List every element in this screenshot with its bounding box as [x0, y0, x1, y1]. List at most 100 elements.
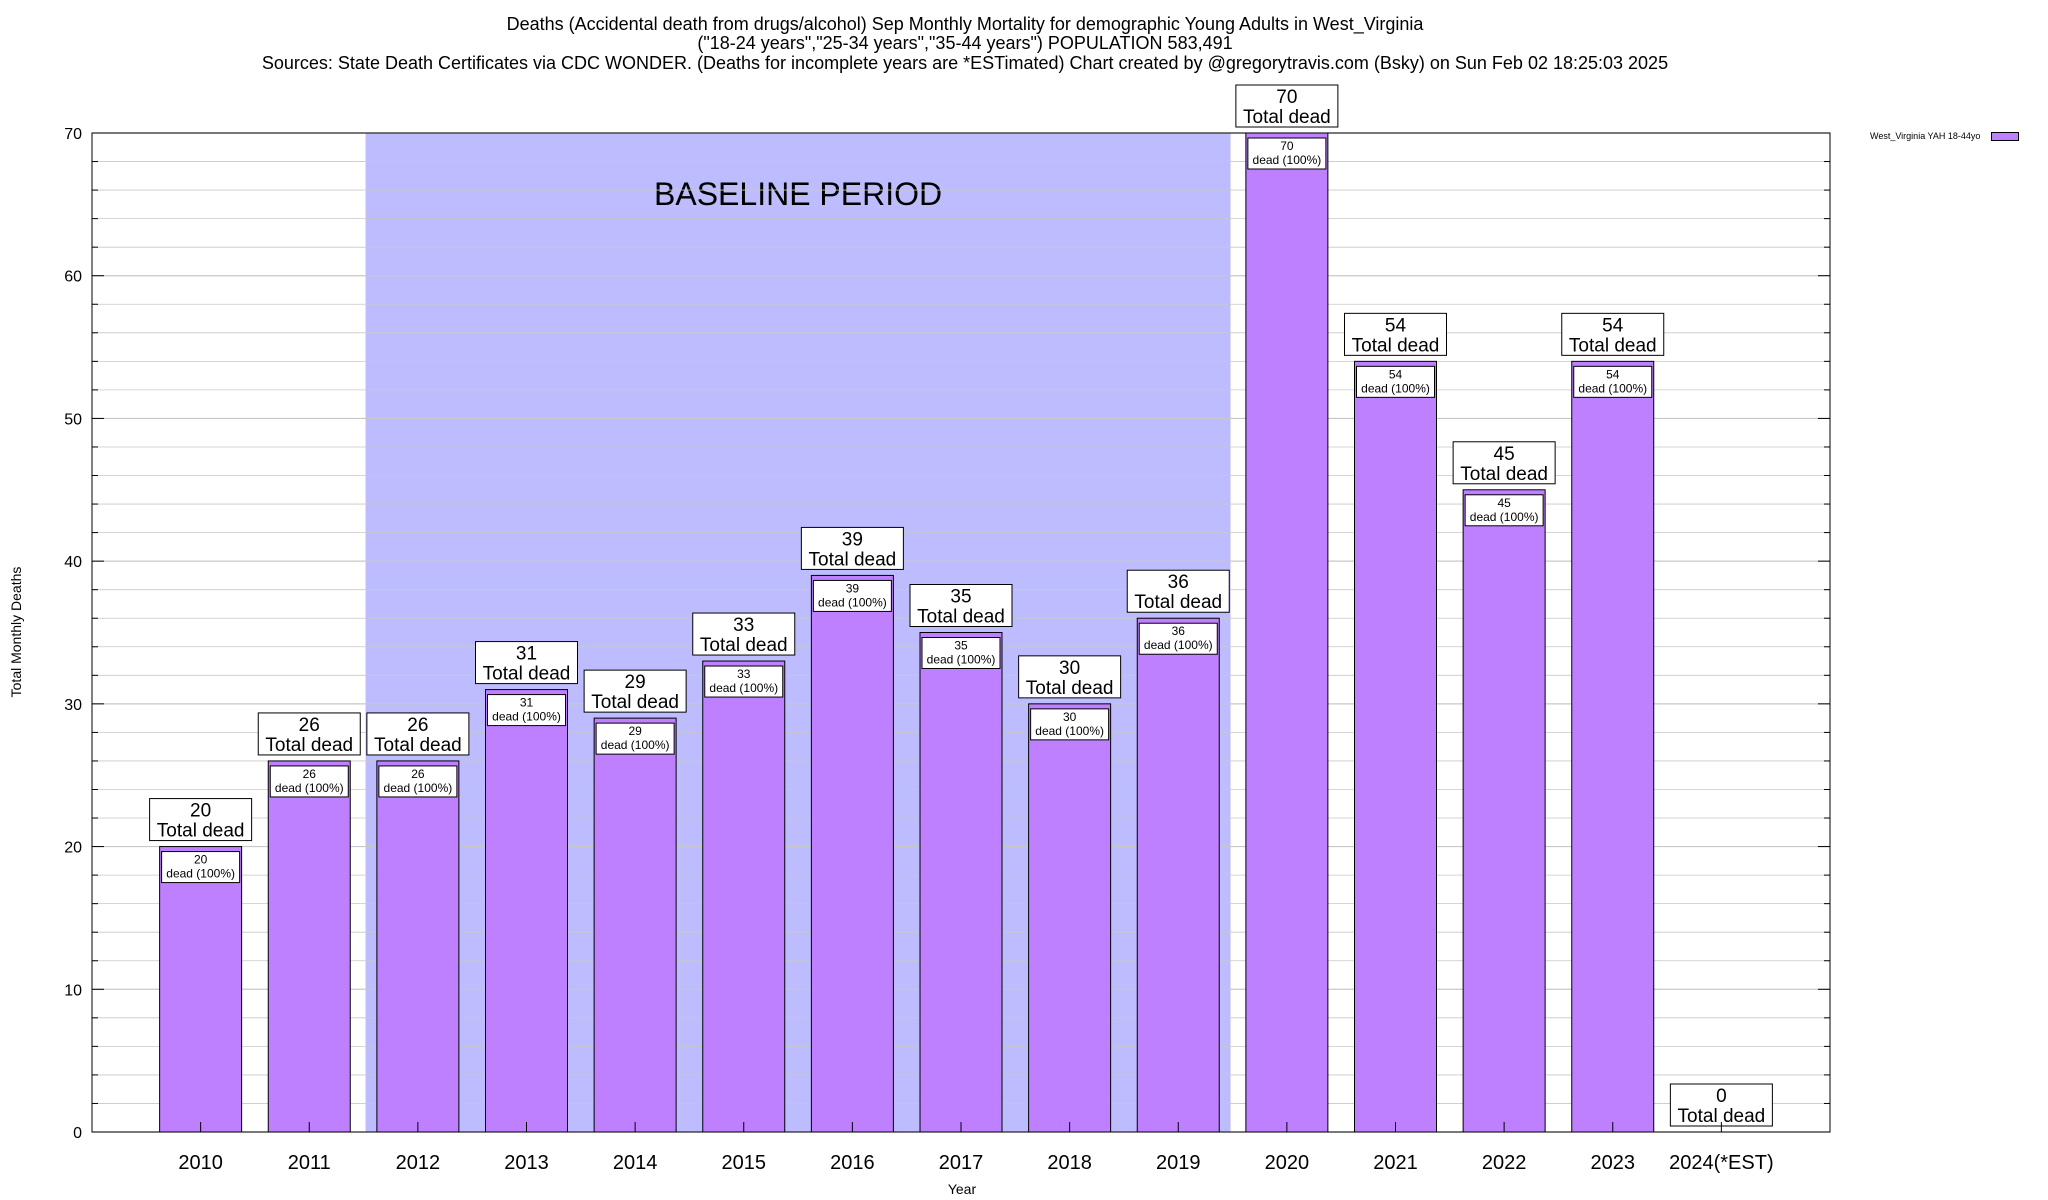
y-tick-label: 30	[64, 697, 82, 714]
inner-label-value: 54	[1389, 367, 1403, 381]
bar-2020	[1245, 132, 1329, 1133]
inner-label-text: dead (100%)	[1578, 381, 1647, 395]
total-label-box	[909, 584, 1013, 627]
total-label-box	[1235, 84, 1339, 128]
inner-label-box	[269, 765, 349, 798]
chart-title-line-1: Deaths (Accidental death from drugs/alco…	[506, 14, 1424, 34]
inner-label-value: 54	[1606, 367, 1620, 381]
inner-label-value: 26	[303, 767, 317, 781]
inner-label-box	[1356, 365, 1435, 398]
total-label-value: 20	[190, 801, 211, 822]
x-tick-label: 2017	[939, 1152, 984, 1174]
inner-label-text: dead (100%)	[1470, 510, 1539, 524]
x-tick-label: 2013	[504, 1152, 549, 1174]
total-label-box	[1452, 441, 1556, 485]
inner-label-box	[812, 579, 892, 612]
bar-2017	[919, 632, 1003, 1133]
total-label-value: 36	[1168, 572, 1189, 593]
inner-label-box	[1138, 622, 1218, 655]
total-label-text: Total dead	[483, 664, 571, 685]
total-label-value: 26	[407, 715, 428, 736]
legend-swatch	[1990, 132, 2019, 142]
inner-label-text: dead (100%)	[927, 653, 996, 667]
x-tick-label: 2015	[722, 1152, 767, 1174]
legend: West_Virginia YAH 18-44yo	[1870, 131, 2019, 142]
bar-2011	[267, 760, 351, 1133]
total-label-text: Total dead	[1569, 335, 1657, 356]
bar-2016	[810, 574, 894, 1133]
total-label-box	[366, 712, 470, 756]
total-label-box	[257, 712, 361, 756]
y-tick-label: 70	[64, 126, 82, 143]
y-tick-label: 10	[64, 982, 82, 999]
y-tick-label: 50	[64, 411, 82, 428]
inner-label-text: dead (100%)	[1144, 638, 1213, 652]
inner-label-text: dead (100%)	[166, 867, 235, 881]
chart-title-line-2: ("18-24 years","25-34 years","35-44 year…	[697, 33, 1233, 53]
total-label-value: 54	[1602, 315, 1624, 336]
inner-label-box	[595, 722, 675, 755]
total-label-text: Total dead	[1352, 335, 1440, 356]
bar-2012	[376, 760, 460, 1133]
inner-label-value: 36	[1172, 624, 1186, 638]
inner-label-text: dead (100%)	[601, 738, 670, 752]
bar-2021	[1354, 360, 1437, 1133]
total-label-value: 31	[516, 644, 537, 665]
inner-label-text: dead (100%)	[709, 681, 778, 695]
inner-label-value: 31	[520, 696, 534, 710]
y-axis-label: Total Monthly Deaths	[8, 567, 24, 698]
inner-label-text: dead (100%)	[1253, 153, 1322, 167]
x-tick-label: 2020	[1265, 1152, 1310, 1174]
bar-2013	[485, 689, 568, 1133]
y-tick-label: 20	[64, 840, 82, 857]
inner-label-box	[161, 851, 241, 884]
x-tick-label: 2016	[830, 1152, 875, 1174]
inner-label-value: 70	[1280, 139, 1294, 153]
inner-label-box	[378, 765, 458, 798]
inner-label-value: 29	[628, 724, 642, 738]
bar-2022	[1462, 489, 1546, 1133]
inner-label-value: 26	[411, 767, 425, 781]
bar-2015	[702, 660, 786, 1133]
x-tick-label: 2022	[1482, 1152, 1527, 1174]
total-label-text: Total dead	[700, 635, 788, 656]
inner-label-box	[1573, 365, 1653, 398]
baseline-period-label: BASELINE PERIOD	[654, 176, 942, 212]
chart-title-line-3: Sources: State Death Certificates via CD…	[261, 53, 1669, 73]
inner-label-value: 35	[954, 639, 968, 653]
x-tick-label: 2023	[1591, 1152, 1636, 1174]
inner-label-box	[1030, 708, 1110, 741]
x-tick-label: 2021	[1373, 1152, 1418, 1174]
total-label-value: 45	[1494, 444, 1515, 465]
x-tick-label: 2010	[178, 1152, 223, 1174]
y-tick-label: 0	[73, 1125, 82, 1142]
inner-label-box	[1247, 137, 1327, 170]
bar-2019	[1136, 617, 1220, 1133]
inner-label-box	[487, 694, 566, 727]
total-label-value: 35	[950, 587, 971, 608]
x-axis-label: Year	[948, 1181, 977, 1197]
total-label-box	[475, 641, 578, 685]
x-tick-label: 2024(*EST)	[1669, 1152, 1774, 1174]
inner-label-text: dead (100%)	[384, 781, 453, 795]
total-label-box	[1018, 655, 1122, 699]
total-label-box	[692, 612, 796, 656]
total-label-text: Total dead	[1134, 592, 1222, 613]
x-tick-label: 2011	[288, 1152, 331, 1174]
total-label-box	[1344, 312, 1447, 356]
total-label-box	[1561, 312, 1665, 356]
total-label-value: 70	[1276, 87, 1297, 108]
plot-border	[91, 132, 1831, 1133]
total-label-text: Total dead	[809, 549, 897, 570]
legend-label: West_Virginia YAH 18-44yo	[1870, 131, 1981, 141]
y-tick-label: 40	[64, 554, 82, 571]
inner-label-text: dead (100%)	[492, 710, 561, 724]
inner-label-text: dead (100%)	[275, 781, 344, 795]
total-label-value: 54	[1385, 315, 1407, 336]
total-label-box	[149, 798, 253, 842]
total-label-text: Total dead	[157, 821, 245, 842]
bar-2010	[159, 846, 243, 1133]
inner-label-text: dead (100%)	[1361, 381, 1430, 395]
total-label-text: Total dead	[374, 735, 462, 756]
